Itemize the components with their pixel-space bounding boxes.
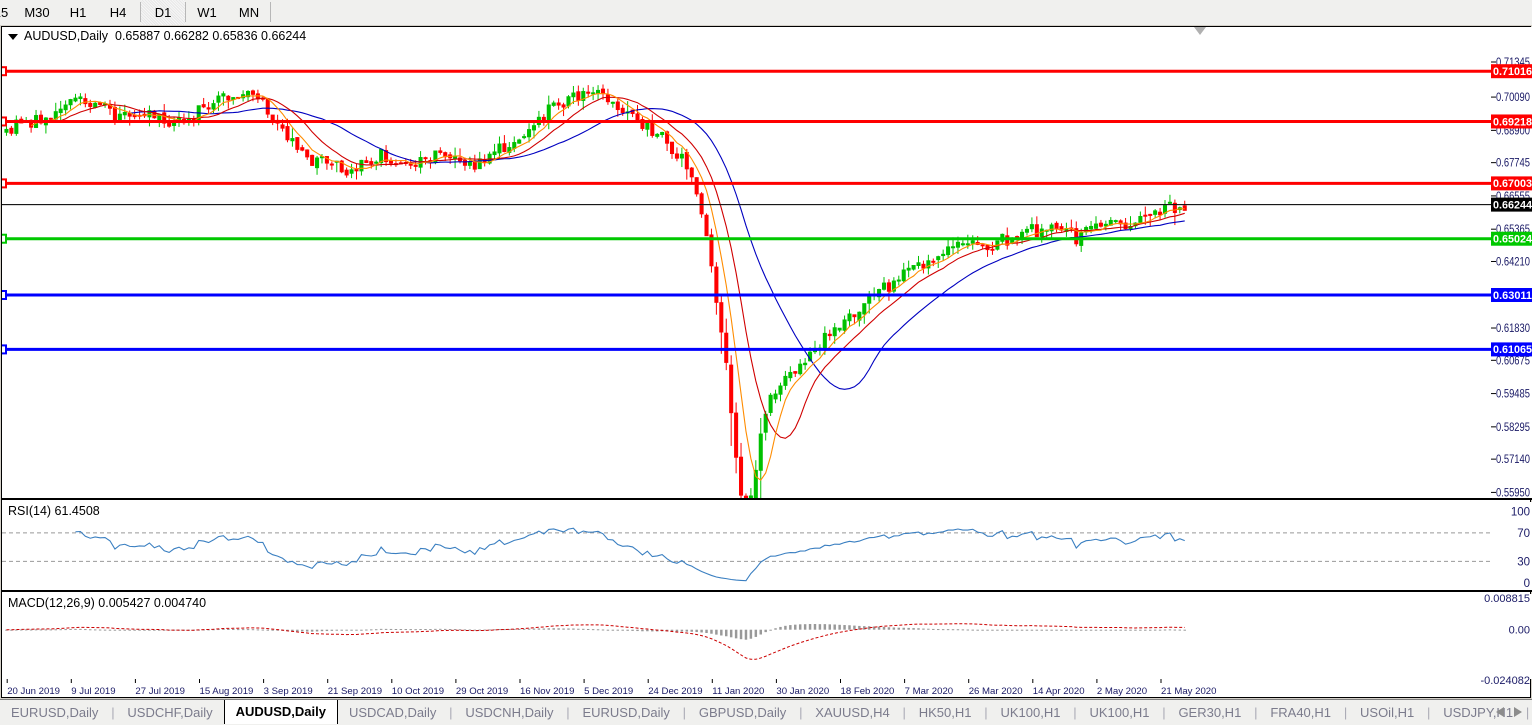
svg-text:9 Jul 2019: 9 Jul 2019 [71, 686, 115, 697]
svg-text:2 May 2020: 2 May 2020 [1097, 686, 1147, 697]
svg-text:0.67003: 0.67003 [1493, 178, 1532, 190]
svg-text:0.59485: 0.59485 [1496, 389, 1530, 401]
svg-text:0.61065: 0.61065 [1493, 344, 1532, 356]
svg-text:0.71016: 0.71016 [1493, 66, 1532, 78]
svg-text:29 Oct 2019: 29 Oct 2019 [456, 686, 508, 697]
svg-text:0.64210: 0.64210 [1496, 256, 1530, 268]
svg-text:20 Jun 2019: 20 Jun 2019 [7, 686, 60, 697]
svg-text:100: 100 [1511, 506, 1530, 518]
svg-text:0: 0 [1524, 578, 1530, 590]
svg-text:0.00: 0.00 [1509, 625, 1530, 637]
svg-text:24 Dec 2019: 24 Dec 2019 [648, 686, 702, 697]
svg-text:0.69218: 0.69218 [1493, 116, 1532, 128]
svg-text:21 May 2020: 21 May 2020 [1161, 686, 1216, 697]
svg-text:0.70090: 0.70090 [1496, 92, 1530, 104]
svg-text:18 Feb 2020: 18 Feb 2020 [841, 686, 895, 697]
svg-text:21 Sep 2019: 21 Sep 2019 [328, 686, 382, 697]
svg-text:0.61830: 0.61830 [1496, 323, 1530, 335]
svg-text:0.57140: 0.57140 [1496, 454, 1530, 466]
svg-text:27 Jul 2019: 27 Jul 2019 [135, 686, 185, 697]
svg-text:7 Mar 2020: 7 Mar 2020 [905, 686, 954, 697]
svg-text:0.60675: 0.60675 [1496, 355, 1530, 367]
svg-text:30: 30 [1517, 556, 1530, 568]
svg-text:30 Jan 2020: 30 Jan 2020 [776, 686, 829, 697]
svg-text:26 Mar 2020: 26 Mar 2020 [969, 686, 1023, 697]
svg-text:10 Oct 2019: 10 Oct 2019 [392, 686, 444, 697]
svg-text:15 Aug 2019: 15 Aug 2019 [200, 686, 254, 697]
svg-text:70: 70 [1517, 528, 1530, 540]
svg-text:0.008815: 0.008815 [1484, 593, 1530, 605]
svg-text:0.63011: 0.63011 [1493, 290, 1532, 302]
svg-text:0.66244: 0.66244 [1493, 199, 1532, 211]
svg-text:5 Dec 2019: 5 Dec 2019 [584, 686, 633, 697]
svg-text:0.65024: 0.65024 [1493, 234, 1532, 246]
svg-text:-0.024082: -0.024082 [1480, 675, 1530, 687]
svg-text:14 Apr 2020: 14 Apr 2020 [1033, 686, 1085, 697]
svg-text:0.67745: 0.67745 [1496, 158, 1530, 170]
svg-text:0.58295: 0.58295 [1496, 422, 1530, 434]
svg-text:0.55950: 0.55950 [1496, 487, 1530, 499]
svg-text:16 Nov 2019: 16 Nov 2019 [520, 686, 574, 697]
svg-text:3 Sep 2019: 3 Sep 2019 [264, 686, 313, 697]
svg-text:11 Jan 2020: 11 Jan 2020 [712, 686, 764, 697]
